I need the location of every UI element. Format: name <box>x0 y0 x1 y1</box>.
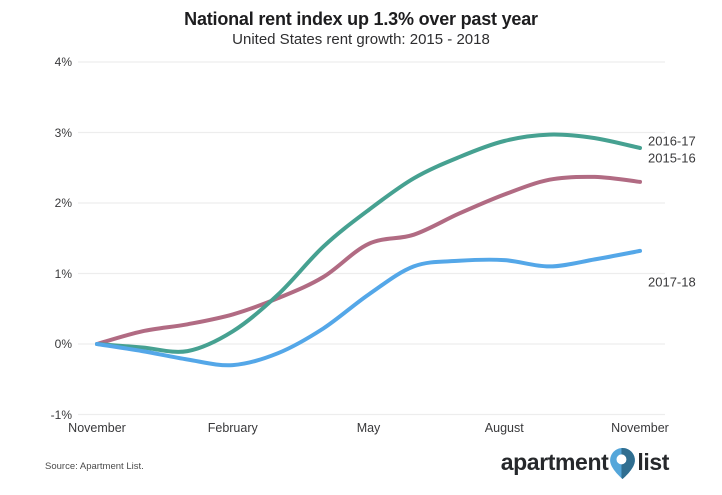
chart-title: National rent index up 1.3% over past ye… <box>184 9 538 29</box>
series-line-2015-16 <box>95 174 642 346</box>
series-label-2015-16: 2015-16 <box>648 150 696 166</box>
y-tick-label: 0% <box>54 337 72 351</box>
series-line-2017-18 <box>95 248 642 368</box>
source-note: Source: Apartment List. <box>45 461 144 472</box>
y-tick-label: -1% <box>50 407 72 422</box>
x-tick-label: November <box>611 421 669 435</box>
x-tick-label: August <box>484 421 524 435</box>
series-label-2016-17: 2016-17 <box>648 133 696 149</box>
series-label-2017-18: 2017-18 <box>648 274 696 290</box>
logo-word-list: list <box>637 449 669 475</box>
y-tick-label: 4% <box>54 55 72 69</box>
x-tick-label: February <box>207 421 258 435</box>
map-pin-icon <box>610 448 636 479</box>
x-tick-label: May <box>356 421 381 435</box>
x-tick-label: November <box>68 421 126 435</box>
y-tick-label: 1% <box>54 266 72 281</box>
y-tick-label: 3% <box>54 125 72 140</box>
y-tick-label: 2% <box>54 196 72 210</box>
apartmentlist-logo: apartment list <box>500 447 669 479</box>
logo-word-apartment: apartment <box>500 449 609 475</box>
series-line-2016-17 <box>95 132 642 354</box>
chart-subtitle: United States rent growth: 2015 - 2018 <box>232 31 490 48</box>
